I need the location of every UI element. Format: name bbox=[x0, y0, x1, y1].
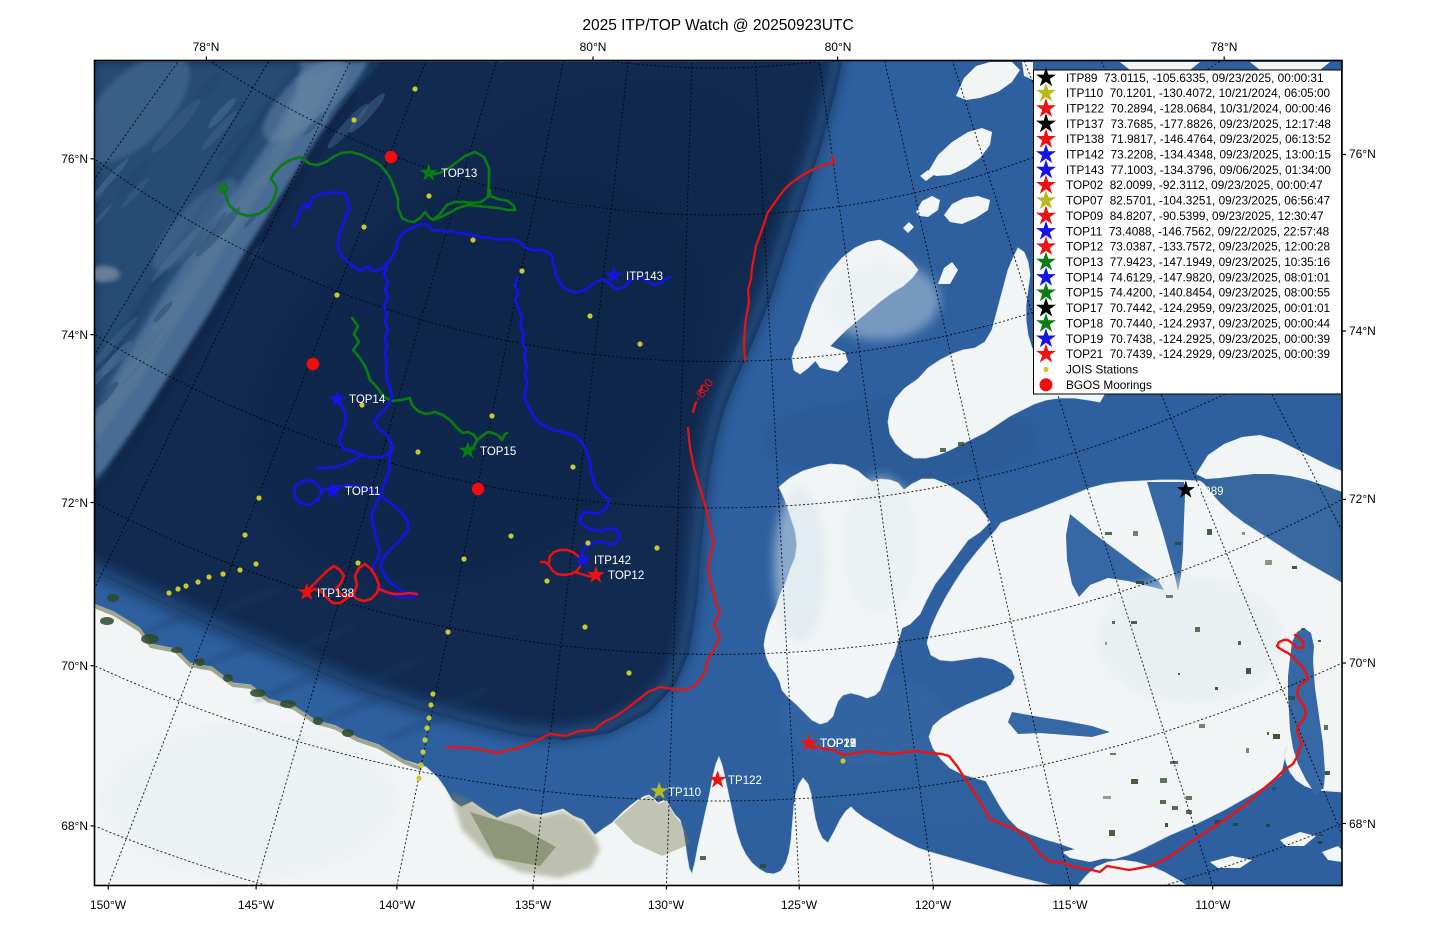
svg-text:74°N: 74°N bbox=[61, 328, 88, 342]
svg-text:TOP18: TOP18 bbox=[820, 738, 856, 750]
svg-text:76°N: 76°N bbox=[1349, 147, 1376, 161]
svg-text:120°W: 120°W bbox=[915, 898, 952, 912]
svg-text:ITP143: ITP143 bbox=[626, 271, 663, 283]
svg-text:70°N: 70°N bbox=[1349, 656, 1376, 670]
svg-text:125°W: 125°W bbox=[781, 898, 818, 912]
svg-text:68°N: 68°N bbox=[1349, 817, 1376, 831]
svg-text:TOP18 70.7440, -124.2937, 09/: TOP18 70.7440, -124.2937, 09/23/2025, 00… bbox=[1066, 316, 1331, 330]
svg-text:TOP21: TOP21 bbox=[820, 738, 856, 750]
svg-text:ITP89 73.0115, -105.6335, 09/: ITP89 73.0115, -105.6335, 09/23/2025, 00… bbox=[1066, 71, 1324, 85]
svg-text:ITP138: ITP138 bbox=[317, 588, 354, 600]
svg-text:TP122: TP122 bbox=[728, 775, 762, 787]
svg-text:TOP21 70.7439, -124.2929, 09/: TOP21 70.7439, -124.2929, 09/23/2025, 00… bbox=[1066, 347, 1330, 361]
svg-text:68°N: 68°N bbox=[61, 819, 88, 833]
svg-text:ITP138 71.9817, -146.4764, 09: ITP138 71.9817, -146.4764, 09/23/2025, 0… bbox=[1066, 132, 1331, 146]
svg-text:TOP14: TOP14 bbox=[349, 394, 386, 406]
svg-text:TOP14 74.6129, -147.9820, 09/: TOP14 74.6129, -147.9820, 09/23/2025, 08… bbox=[1066, 270, 1330, 284]
svg-text:78°N: 78°N bbox=[193, 40, 220, 54]
svg-text:2025 ITP/TOP Watch @ 20250923U: 2025 ITP/TOP Watch @ 20250923UTC bbox=[582, 17, 853, 34]
svg-text:135°W: 135°W bbox=[515, 898, 552, 912]
svg-text:140°W: 140°W bbox=[379, 898, 416, 912]
svg-text:150°W: 150°W bbox=[90, 898, 127, 912]
svg-text:TOP17: TOP17 bbox=[820, 738, 856, 750]
svg-text:80°N: 80°N bbox=[825, 40, 852, 54]
svg-text:76°N: 76°N bbox=[61, 152, 88, 166]
svg-text:80°N: 80°N bbox=[580, 40, 607, 54]
svg-text:TP89: TP89 bbox=[1196, 486, 1224, 498]
svg-text:72°N: 72°N bbox=[61, 496, 88, 510]
svg-text:TOP13: TOP13 bbox=[441, 168, 477, 180]
svg-text:TOP11: TOP11 bbox=[345, 486, 380, 498]
svg-text:78°N: 78°N bbox=[1211, 40, 1238, 54]
svg-text:TOP09 84.8207, -90.5399, 09/2: TOP09 84.8207, -90.5399, 09/23/2025, 12:… bbox=[1066, 209, 1324, 223]
svg-text:ITP143 77.1003, -134.3796, 09: ITP143 77.1003, -134.3796, 09/06/2025, 0… bbox=[1066, 163, 1331, 177]
svg-text:TOP12 73.0387, -133.7572, 09/: TOP12 73.0387, -133.7572, 09/23/2025, 12… bbox=[1066, 240, 1331, 254]
svg-text:TOP19: TOP19 bbox=[820, 738, 856, 750]
svg-text:TOP15 74.4200, -140.8454, 09/: TOP15 74.4200, -140.8454, 09/23/2025, 08… bbox=[1066, 286, 1331, 300]
svg-text:ITP142 73.2208, -134.4348, 09: ITP142 73.2208, -134.4348, 09/23/2025, 1… bbox=[1066, 148, 1331, 162]
svg-text:ITP122 70.2894, -128.0684, 10: ITP122 70.2894, -128.0684, 10/31/2024, 0… bbox=[1066, 102, 1331, 116]
svg-text:70°N: 70°N bbox=[61, 659, 88, 673]
svg-text:TOP12: TOP12 bbox=[608, 570, 644, 582]
svg-text:115°W: 115°W bbox=[1052, 898, 1088, 912]
svg-text:ITP142: ITP142 bbox=[594, 555, 631, 567]
svg-text:74°N: 74°N bbox=[1349, 324, 1376, 338]
svg-text:TOP02 82.0099, -92.3112, 09/2: TOP02 82.0099, -92.3112, 09/23/2025, 00:… bbox=[1066, 178, 1323, 192]
svg-text:145°W: 145°W bbox=[238, 898, 275, 912]
svg-text:BGOS Moorings: BGOS Moorings bbox=[1066, 378, 1152, 392]
svg-text:ITP110 70.1201, -130.4072, 10: ITP110 70.1201, -130.4072, 10/21/2024, 0… bbox=[1066, 86, 1331, 100]
svg-text:110°W: 110°W bbox=[1195, 898, 1231, 912]
svg-text:ITP137 73.7685, -177.8826, 09: ITP137 73.7685, -177.8826, 09/23/2025, 1… bbox=[1066, 117, 1331, 131]
svg-text:TOP13 77.9423, -147.1949, 09/: TOP13 77.9423, -147.1949, 09/23/2025, 10… bbox=[1066, 255, 1331, 269]
svg-text:TOP07 82.5701, -104.3251, 09/: TOP07 82.5701, -104.3251, 09/23/2025, 06… bbox=[1066, 194, 1330, 208]
svg-text:TP110: TP110 bbox=[668, 787, 701, 799]
svg-text:TOP19 70.7438, -124.2925, 09/: TOP19 70.7438, -124.2925, 09/23/2025, 00… bbox=[1066, 332, 1330, 346]
svg-text:130°W: 130°W bbox=[648, 898, 685, 912]
svg-text:72°N: 72°N bbox=[1349, 492, 1376, 506]
svg-text:TOP17 70.7442, -124.2959, 09/: TOP17 70.7442, -124.2959, 09/23/2025, 00… bbox=[1066, 301, 1330, 315]
svg-text:JOIS Stations: JOIS Stations bbox=[1066, 363, 1138, 377]
svg-text:TOP11 73.4088, -146.7562, 09/: TOP11 73.4088, -146.7562, 09/22/2025, 22… bbox=[1066, 224, 1330, 238]
svg-text:TOP15: TOP15 bbox=[480, 446, 516, 458]
